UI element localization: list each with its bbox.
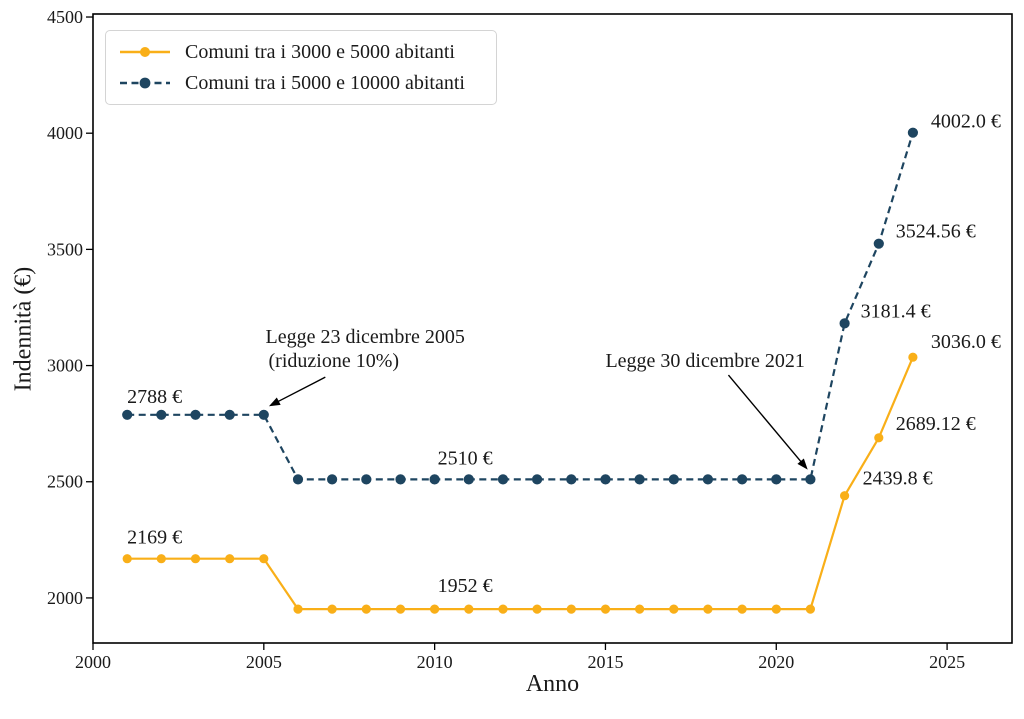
annotation-arrow-line [727,374,804,464]
data-point-marker-series-1 [395,474,406,485]
data-point-marker-series-1 [327,474,338,485]
value-label: 1952 € [438,575,493,597]
data-point-marker-series-1 [361,474,372,485]
data-point-marker-series-0 [361,604,371,614]
value-label: 2510 € [438,447,493,469]
y-tick-label: 2000 [47,588,83,608]
data-point-marker-series-1 [190,409,201,420]
data-point-marker-series-0 [156,554,166,564]
series-line-0 [127,356,914,611]
data-point-marker-series-0 [669,604,679,614]
x-tick-label: 2025 [929,652,965,672]
data-point-marker-series-0 [566,604,576,614]
data-point-marker-series-1 [668,474,679,485]
x-tick-label: 2010 [417,652,453,672]
data-point-marker-series-1 [771,474,782,485]
data-point-marker-series-1 [566,474,577,485]
x-tick-label: 2015 [587,652,623,672]
data-point-marker-series-0 [498,604,508,614]
data-point-marker-series-0 [327,604,337,614]
plot-border [92,13,1013,644]
value-label: 2689.12 € [896,413,976,435]
y-tick-label: 2500 [47,472,83,492]
series-line-1 [127,132,914,481]
data-point-marker-series-1 [122,409,133,420]
x-axis-title: Anno [525,671,580,697]
data-point-marker-series-1 [873,238,884,249]
legend: Comuni tra i 3000 e 5000 abitanti Comuni… [105,30,497,105]
legend-sample-dashed-line-icon [120,77,170,89]
annotation-text: (riduzione 10%) [269,350,400,372]
data-point-marker-series-1 [258,409,269,420]
annotation-arrow-head [797,458,808,470]
data-point-marker-series-1 [224,409,235,420]
data-point-marker-series-0 [225,554,235,564]
data-point-marker-series-0 [840,491,850,501]
data-point-marker-series-1 [907,127,919,138]
value-label: 4002.0 € [931,111,1001,133]
data-point-marker-series-0 [430,604,440,614]
annotation-text: Legge 30 dicembre 2021 [605,350,804,372]
data-point-marker-series-1 [737,474,748,485]
data-point-marker-series-1 [839,318,850,329]
data-point-marker-series-1 [702,474,714,485]
x-tick-label: 2020 [758,652,794,672]
value-label: 3181.4 € [861,300,931,322]
data-point-marker-series-1 [463,474,474,485]
data-point-marker-series-0 [703,604,713,614]
data-point-marker-series-1 [532,474,543,485]
legend-label-comuni-5000-10000: Comuni tra i 5000 e 10000 abitanti [185,72,465,94]
data-point-marker-series-0 [122,554,132,564]
y-tick-label: 4000 [47,123,83,143]
annotation-arrow-head [268,397,281,407]
data-point-marker-series-0 [635,604,645,614]
value-label: 3524.56 € [896,221,976,243]
legend-sample-solid-line-icon [120,47,170,57]
data-point-marker-series-0 [600,604,611,614]
legend-label-comuni-3000-5000: Comuni tra i 3000 e 5000 abitanti [185,41,455,63]
data-point-marker-series-1 [292,474,304,485]
data-point-marker-series-1 [634,474,645,485]
data-point-marker-series-0 [874,433,884,443]
data-point-marker-series-0 [908,352,918,362]
annotation-arrow-line [275,376,326,404]
legend-item-comuni-3000-5000: Comuni tra i 3000 e 5000 abitanti [118,40,482,64]
data-point-marker-series-0 [805,604,816,614]
data-point-marker-series-1 [429,474,440,485]
x-tick-label: 2005 [246,652,282,672]
value-label: 2169 € [127,527,182,549]
data-point-marker-series-0 [532,604,542,614]
y-tick-label: 3000 [47,356,83,376]
value-label: 2788 € [127,386,182,408]
value-label: 2439.8 € [863,468,933,490]
data-point-marker-series-1 [600,474,611,485]
y-tick-label: 4500 [47,7,83,27]
data-point-marker-series-0 [259,554,269,564]
data-point-marker-series-1 [497,474,509,485]
data-point-marker-series-1 [805,474,816,485]
y-axis-title: Indennità (€) [10,266,37,392]
data-point-marker-series-0 [771,604,781,614]
annotation-text: Legge 23 dicembre 2005 [266,326,465,348]
data-point-marker-series-0 [293,604,303,614]
x-tick-label: 2000 [75,652,111,672]
data-point-marker-series-0 [395,604,406,614]
data-point-marker-series-0 [737,604,747,614]
data-point-marker-series-0 [190,554,201,564]
value-label: 3036.0 € [931,331,1001,353]
y-tick-label: 3500 [47,239,83,259]
legend-item-comuni-5000-10000: Comuni tra i 5000 e 10000 abitanti [118,71,482,95]
data-point-marker-series-0 [464,604,474,614]
data-point-marker-series-1 [156,409,167,420]
